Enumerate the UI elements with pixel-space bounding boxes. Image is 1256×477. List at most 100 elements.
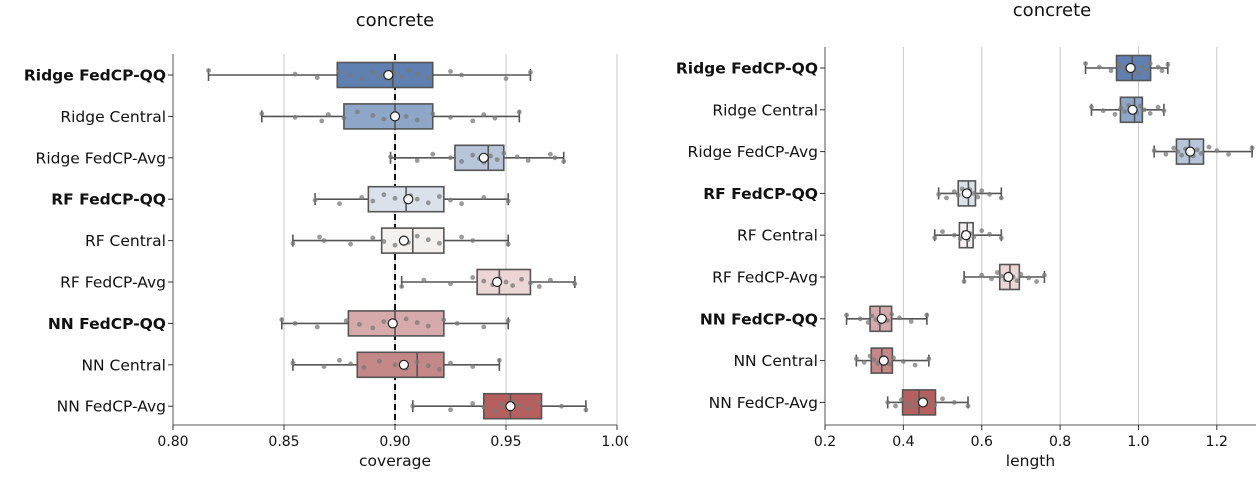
data-point [317, 234, 322, 240]
data-point [971, 234, 977, 240]
data-point [292, 71, 298, 77]
data-point [912, 398, 918, 403]
mean-marker [403, 194, 414, 205]
data-point [932, 235, 938, 241]
mean-marker [505, 401, 516, 412]
data-point [1159, 68, 1165, 74]
y-tick-label: RF Central [737, 227, 818, 245]
box-group [279, 310, 511, 337]
data-point [926, 356, 932, 362]
data-point [470, 118, 476, 124]
box-group [388, 144, 567, 172]
data-point [470, 238, 476, 244]
y-tick-label: RF FedCP-QQ [703, 185, 818, 203]
box-group [410, 392, 589, 420]
data-point [514, 154, 520, 160]
data-point [392, 195, 398, 201]
data-point [924, 312, 930, 318]
mean-marker [398, 235, 409, 246]
data-point [392, 70, 398, 76]
data-point [505, 198, 511, 204]
data-point [425, 237, 431, 243]
data-point [481, 195, 487, 200]
x-tick-label: 0.85 [268, 434, 299, 450]
data-point [1147, 61, 1153, 66]
y-tick-label: RF FedCP-Avg [60, 274, 166, 292]
data-point [1014, 278, 1020, 283]
data-point [940, 229, 945, 235]
data-point [1083, 61, 1088, 66]
mean-marker [383, 69, 394, 81]
data-point [314, 75, 320, 81]
data-point [1143, 67, 1149, 73]
data-point [370, 235, 376, 241]
mean-marker [961, 188, 972, 199]
data-point [459, 72, 464, 78]
y-tick-label: NN FedCP-Avg [57, 398, 166, 416]
data-point [510, 283, 516, 288]
data-point [1100, 108, 1106, 114]
data-point [1118, 105, 1124, 111]
data-point [292, 114, 298, 120]
data-point [448, 281, 453, 287]
data-point [998, 195, 1004, 201]
data-point [1138, 103, 1143, 109]
data-point [437, 194, 442, 199]
data-point [961, 279, 967, 284]
data-point [1108, 68, 1114, 74]
box-group [932, 221, 1004, 249]
data-point [488, 153, 493, 159]
coverage-boxplot-chart: concrete 0.80 0.85 0.90 0.95 1.00 coverage Ridg… [24, 10, 628, 470]
data-point [481, 112, 487, 117]
data-point [414, 196, 420, 202]
data-point [1214, 148, 1220, 154]
data-point [448, 114, 453, 120]
box [343, 103, 434, 130]
data-point [321, 364, 327, 369]
data-point [1175, 149, 1181, 155]
data-point [321, 238, 327, 244]
data-point [481, 324, 487, 330]
data-point [516, 109, 522, 115]
data-point [1122, 109, 1128, 114]
chart-title: concrete [1013, 0, 1091, 21]
data-point [348, 72, 353, 78]
data-point [1141, 107, 1147, 113]
data-point [448, 360, 453, 366]
mean-marker [478, 152, 489, 163]
mean-marker [1127, 104, 1138, 115]
data-point [979, 188, 985, 194]
data-point [470, 152, 476, 158]
data-point [319, 118, 325, 124]
data-point [381, 192, 387, 198]
data-point [392, 362, 398, 368]
data-point [337, 201, 342, 207]
y-tick-label: Ridge FedCP-Avg [36, 149, 166, 167]
data-point [361, 365, 367, 370]
box-group [399, 268, 578, 296]
data-point [1165, 62, 1171, 67]
x-tick-label: 0.4 [892, 434, 914, 450]
data-point [359, 195, 365, 200]
data-point [377, 358, 382, 364]
y-tick-label: NN Central [733, 352, 818, 370]
data-point [414, 359, 420, 365]
data-point [885, 400, 891, 405]
data-point [437, 240, 442, 246]
data-point [503, 279, 509, 285]
y-tick-label: Ridge FedCP-QQ [24, 67, 166, 85]
data-point [448, 69, 453, 74]
mean-marker [398, 359, 409, 370]
data-point [359, 76, 365, 81]
data-point [448, 407, 453, 413]
box-group [885, 389, 971, 416]
data-point [1139, 63, 1145, 69]
data-point [536, 284, 542, 289]
y-tick-label: NN FedCP-Avg [709, 394, 818, 412]
data-point [548, 277, 553, 283]
mean-marker [492, 276, 503, 288]
data-point [430, 151, 436, 157]
data-point [989, 276, 994, 282]
data-point [528, 280, 533, 286]
box-group [936, 180, 1004, 207]
